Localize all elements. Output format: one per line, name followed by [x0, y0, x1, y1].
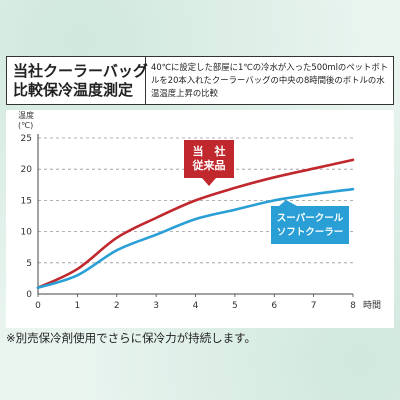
- x-tick-label: 4: [193, 301, 199, 311]
- x-tick-label: 8: [350, 301, 356, 311]
- axes: 0 5 10 15 20 25 0 1 2 3 4 5 6 7 8 温度(℃) 時間: [18, 110, 381, 311]
- footnote: ※別売保冷剤使用でさらに保冷力が持続します。: [6, 331, 256, 345]
- y-tick-label: 10: [21, 228, 33, 238]
- title-box: 当社クーラーバッグ 比較保冷温度測定: [6, 56, 148, 105]
- y-tick-label: 20: [21, 165, 33, 175]
- title-line-1: 当社クーラーバッグ: [13, 61, 148, 80]
- callout-box: [271, 206, 349, 244]
- series-label-text: 当 社: [193, 144, 226, 158]
- x-tick-label: 2: [114, 301, 120, 311]
- y-tick-label: 0: [26, 290, 32, 300]
- series-label-text: スーパークール: [277, 212, 344, 224]
- y-axis-label: 温度: [18, 110, 34, 120]
- description: 40℃に設定した部屋に1℃の冷水が入った500mlのペットボトルを20本入れたク…: [151, 62, 389, 98]
- series-label-text: ソフトクーラー: [277, 227, 344, 238]
- callout-pointer: [279, 200, 297, 206]
- series-group: [36, 158, 355, 290]
- chart-panel: 0 5 10 15 20 25 0 1 2 3 4 5 6 7 8 温度 (℃) 時間 当 社従来品 スーパークール…: [6, 110, 394, 328]
- callout-box: [184, 140, 234, 178]
- x-axis-label: 時間: [363, 300, 381, 311]
- series-label-text: 従来品: [192, 158, 226, 172]
- y-axis-unit: (℃): [18, 121, 33, 130]
- y-tick-label: 25: [21, 134, 32, 144]
- x-tick-label: 0: [35, 301, 41, 311]
- y-tick-label: 5: [26, 259, 32, 269]
- x-tick-label: 7: [311, 301, 317, 311]
- y-tick-label: 15: [21, 196, 32, 206]
- x-tick-label: 1: [75, 301, 81, 311]
- x-tick-label: 3: [153, 301, 159, 311]
- series-line-1: [36, 187, 355, 290]
- series-line-0: [36, 158, 355, 290]
- title-line-2: 比較保冷温度測定: [13, 80, 134, 99]
- x-tick-label: 6: [271, 301, 277, 311]
- callout-pointer: [202, 178, 216, 186]
- x-tick-label: 5: [232, 301, 238, 311]
